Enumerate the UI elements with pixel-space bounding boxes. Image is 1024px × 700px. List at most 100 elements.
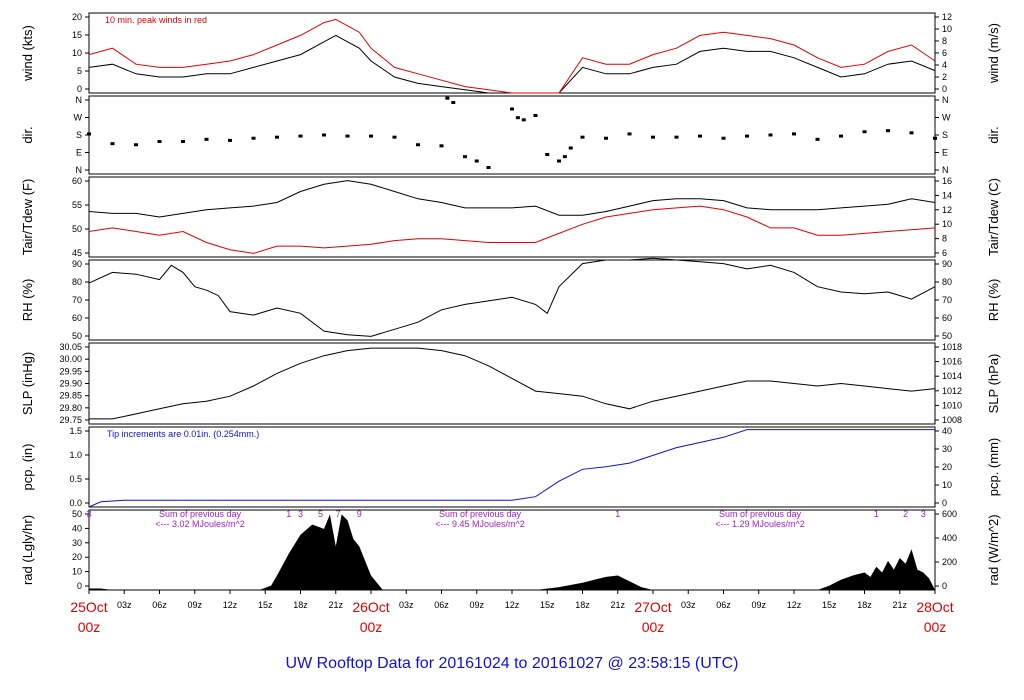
y-tick-label-right: 70	[942, 295, 952, 305]
y-tick-label-right: 6	[942, 248, 947, 258]
day-label: 27Oct	[634, 599, 671, 615]
series-line-slp-0	[89, 347, 936, 420]
direction-point	[815, 137, 820, 141]
direction-point	[521, 118, 526, 122]
y-tick-label-left: 0	[77, 84, 82, 94]
y-tick-label-left: 0.0	[69, 498, 82, 508]
y-tick-label-left: 60	[72, 176, 82, 186]
y-tick-label-left: N	[76, 95, 83, 105]
panel-frame-rh	[88, 259, 936, 341]
direction-point	[557, 159, 561, 163]
series-line-wind-1	[88, 18, 936, 94]
direction-point	[545, 153, 550, 156]
x-tick-label: 09z	[469, 600, 484, 610]
y-tick-label-left: 45	[72, 248, 82, 258]
y-axis-label-right-slp: SLP (hPa)	[986, 354, 1001, 414]
y-tick-label-right: N	[942, 165, 949, 175]
y-tick-label-left: 29.75	[59, 415, 82, 425]
y-tick-label-left: 20	[72, 12, 82, 22]
x-tick-label: 06z	[716, 600, 731, 610]
direction-point	[204, 137, 209, 141]
x-tick-label: 06z	[434, 600, 449, 610]
x-tick-label: 18z	[293, 600, 308, 610]
direction-point	[181, 140, 185, 143]
day-label: 26Oct	[352, 599, 389, 615]
y-tick-label-left: 10	[72, 48, 82, 58]
y-tick-label-right: 12	[942, 12, 952, 22]
y-tick-label-right: 1016	[942, 357, 962, 367]
y-axis-label-right-wind: wind (m/s)	[986, 23, 1001, 84]
direction-point	[451, 101, 456, 104]
direction-point	[745, 134, 749, 138]
hour-mark-label: 3	[298, 509, 303, 519]
y-tick-label-right: 10	[942, 219, 952, 229]
direction-point	[562, 155, 567, 159]
direction-point	[416, 143, 420, 147]
x-tick-label: 21z	[328, 600, 343, 610]
y-axis-label-right-pcp: pcp. (mm)	[986, 438, 1001, 497]
y-tick-label-left: 30	[72, 538, 82, 548]
figure-title: UW Rooftop Data for 20161024 to 20161027…	[286, 655, 739, 672]
y-tick-label-right: 8	[942, 234, 947, 244]
direction-point	[445, 96, 450, 100]
day-label: 28Oct	[916, 599, 953, 615]
series-line-rh-0	[88, 257, 936, 337]
direction-point	[933, 136, 937, 140]
direction-point	[651, 135, 655, 139]
y-tick-label-right: 12	[942, 205, 952, 215]
direction-point	[886, 129, 890, 133]
y-tick-label-right: 1008	[942, 415, 962, 425]
direction-point	[369, 134, 373, 138]
y-tick-label-left: S	[76, 130, 82, 140]
y-axis-label-left-slp: SLP (inHg)	[20, 352, 35, 415]
y-tick-label-right: W	[942, 113, 951, 123]
direction-point	[839, 134, 843, 138]
y-tick-label-right: 60	[942, 313, 952, 323]
y-tick-label-right: N	[942, 95, 949, 105]
direction-point	[251, 136, 256, 140]
hour-mark-label: 1	[286, 509, 291, 519]
x-tick-label: 03z	[117, 600, 132, 610]
panel-group: wind (kts) wind (m/s)0510152002468101210 …	[20, 12, 1001, 591]
panel-note-wind: 10 min. peak winds in red	[105, 15, 207, 25]
series-line-temp-1	[88, 205, 936, 254]
panel-frame-slp	[88, 342, 936, 425]
daily-sum-label: Sum of previous day	[719, 509, 802, 519]
y-axis-label-left-wind: wind (kts)	[20, 25, 35, 82]
hour-mark-label: 5	[318, 509, 323, 519]
day-label-hour: 00z	[78, 619, 101, 635]
y-tick-label-right: S	[942, 130, 948, 140]
direction-point	[604, 136, 608, 140]
y-tick-label-left: 90	[72, 259, 82, 269]
x-tick-label: 18z	[575, 600, 590, 610]
series-line-wind-0	[88, 34, 936, 94]
y-tick-label-left: 55	[72, 200, 82, 210]
day-label-hour: 00z	[924, 619, 947, 635]
y-tick-label-right: 0	[942, 84, 947, 94]
y-tick-label-left: 80	[72, 277, 82, 287]
y-tick-label-left: W	[74, 113, 83, 123]
direction-point	[533, 114, 538, 117]
direction-point	[862, 130, 867, 134]
direction-point	[674, 135, 679, 139]
y-axis-label-left-dir: dir.	[20, 126, 35, 143]
y-tick-label-right: 1014	[942, 371, 962, 381]
y-axis-label-left-pcp: pcp. (in)	[20, 444, 35, 491]
y-tick-label-left: 50	[72, 224, 82, 234]
daily-sum-value: <--- 9.45 MJoules/m^2	[435, 519, 525, 529]
direction-point	[486, 166, 491, 169]
y-tick-label-right: 10	[942, 480, 952, 490]
y-axis-label-right-rad: rad (W/m^2)	[986, 514, 1001, 585]
y-tick-label-right: 200	[942, 557, 957, 567]
y-tick-label-left: 60	[72, 313, 82, 323]
x-tick-label: 09z	[187, 600, 202, 610]
hour-mark-label: 2	[903, 509, 908, 519]
y-axis-label-left-rad: rad (Lgly/hr)	[20, 515, 35, 585]
y-tick-label-right: 400	[942, 533, 957, 543]
y-tick-label-right: 0	[942, 498, 947, 508]
y-axis-label-left-temp: Tair/Tdew (F)	[20, 179, 35, 256]
direction-point	[768, 133, 773, 137]
x-tick-label: 15z	[822, 600, 837, 610]
y-tick-label-right: 8	[942, 36, 947, 46]
y-tick-label-right: 2	[942, 72, 947, 82]
